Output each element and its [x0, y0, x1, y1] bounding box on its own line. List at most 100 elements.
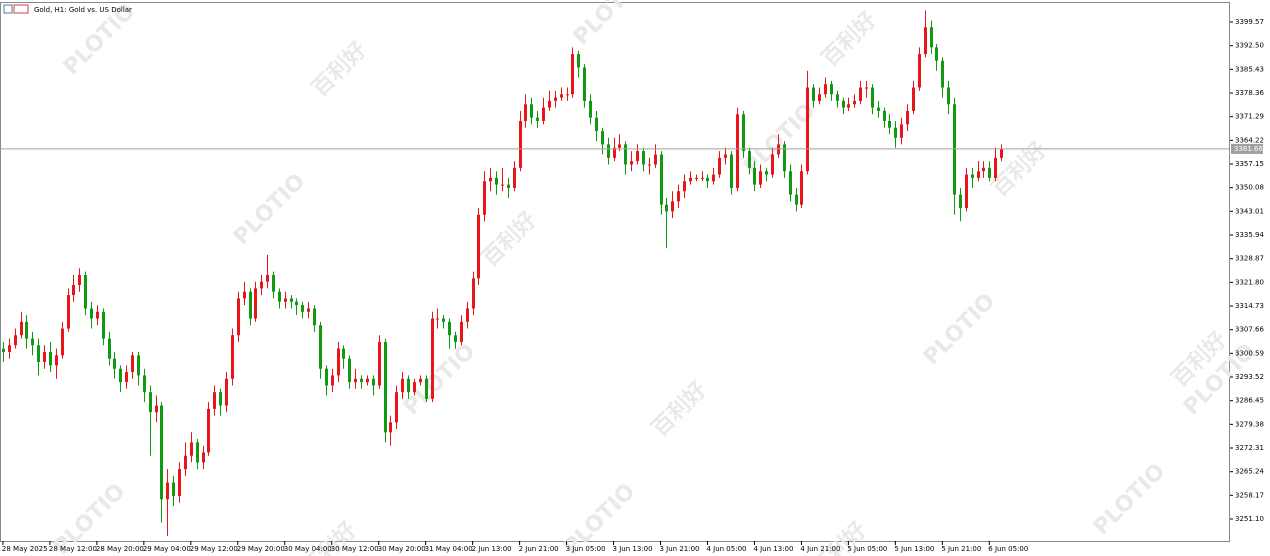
candle-body	[859, 87, 862, 101]
candle-body	[96, 311, 99, 319]
candle-body	[701, 177, 704, 179]
x-tick-label: 6 Jun 05:00	[988, 545, 1028, 553]
candle-body	[507, 184, 510, 188]
candle-body	[777, 144, 780, 155]
candle-body	[994, 157, 997, 178]
candle-body	[530, 104, 533, 118]
candle-body	[648, 164, 651, 166]
candle-body	[8, 345, 11, 352]
x-tick-label: 2 Jun 13:00	[472, 545, 512, 553]
y-tick-label: 3307.66	[1235, 326, 1264, 334]
candle-body	[630, 161, 633, 165]
candle-body	[419, 378, 422, 383]
x-tick-label: 30 May 12:00	[331, 545, 379, 553]
x-tick-label: 29 May 12:00	[190, 545, 238, 553]
candle-body	[260, 281, 263, 289]
candle-body	[595, 117, 598, 132]
candle-body	[219, 392, 222, 406]
y-tick-label: 3364.22	[1235, 136, 1264, 144]
y-tick-label: 3392.50	[1235, 42, 1264, 50]
candle-body	[736, 114, 739, 188]
candle-body	[607, 144, 610, 158]
candle-body	[642, 151, 645, 165]
candle-body	[601, 131, 604, 145]
y-tick-label: 3343.01	[1235, 207, 1264, 215]
candle-body	[190, 442, 193, 456]
y-tick-label: 3293.52	[1235, 373, 1264, 381]
x-tick-label: 3 Jun 05:00	[566, 545, 606, 553]
candle-body	[519, 120, 522, 168]
x-tick-label: 30 May 20:00	[378, 545, 426, 553]
candle-body	[401, 378, 404, 393]
candle-body	[72, 285, 75, 296]
candle-body	[160, 405, 163, 500]
y-tick-label: 3399.57	[1235, 18, 1264, 26]
candle-body	[243, 291, 246, 299]
y-tick-label: 3300.59	[1235, 349, 1264, 357]
candle-body	[941, 60, 944, 88]
candle-body	[695, 177, 698, 179]
candle-body	[78, 274, 81, 286]
candle-body	[466, 308, 469, 322]
candle-body	[977, 171, 980, 178]
candle-body	[871, 87, 874, 108]
candle-body	[894, 127, 897, 138]
candle-body	[935, 47, 938, 61]
x-tick-label: 5 Jun 05:00	[847, 545, 887, 553]
candle-body	[425, 378, 428, 399]
candle-body	[577, 54, 580, 68]
x-tick-label: 5 Jun 13:00	[894, 545, 934, 553]
candle-body	[431, 318, 434, 399]
candle-body	[43, 351, 46, 363]
candle-body	[37, 345, 40, 363]
x-tick-label: 28 May 2025	[2, 545, 48, 553]
candle-body	[953, 104, 956, 195]
candle-body	[113, 358, 116, 369]
candle-body	[824, 84, 827, 95]
candle-body	[771, 154, 774, 175]
candle-body	[1000, 148, 1003, 158]
candle-body	[806, 87, 809, 172]
candle-body	[795, 194, 798, 205]
x-tick-label: 31 May 04:00	[425, 545, 473, 553]
candle-body	[965, 174, 968, 209]
x-tick-label: 30 May 04:00	[284, 545, 332, 553]
candle-body	[853, 100, 856, 105]
candle-body	[888, 120, 891, 128]
candle-body	[877, 107, 880, 111]
y-tick-label: 3272.31	[1235, 444, 1264, 452]
y-tick-label: 3286.45	[1235, 397, 1264, 405]
candle-body	[143, 375, 146, 393]
candle-body	[237, 298, 240, 336]
y-tick-label: 3335.94	[1235, 231, 1264, 239]
candle-body	[202, 452, 205, 463]
y-tick-label: 3378.36	[1235, 89, 1264, 97]
candle-body	[665, 204, 668, 212]
candle-body	[724, 154, 727, 158]
candle-body	[830, 84, 833, 95]
candle-body	[483, 181, 486, 215]
y-tick-label: 3279.38	[1235, 420, 1264, 428]
candle-body	[589, 100, 592, 118]
icon	[3, 4, 13, 14]
candle-body	[706, 177, 709, 182]
candle-body	[513, 167, 516, 188]
candle-body	[395, 392, 398, 423]
candle-body	[783, 144, 786, 172]
candle-body	[266, 274, 269, 282]
candle-body	[67, 295, 70, 329]
candle-body	[812, 87, 815, 101]
candle-body	[178, 469, 181, 496]
candle-body	[842, 100, 845, 108]
candle-body	[2, 348, 5, 352]
candle-body	[20, 321, 23, 336]
candle-body	[55, 355, 58, 366]
candle-body	[108, 338, 111, 359]
candle-body	[971, 174, 974, 178]
candle-body	[249, 291, 252, 319]
candle-body	[331, 375, 334, 386]
candle-body	[90, 308, 93, 319]
y-tick-label: 3251.10	[1235, 515, 1264, 523]
candle-body	[924, 27, 927, 55]
